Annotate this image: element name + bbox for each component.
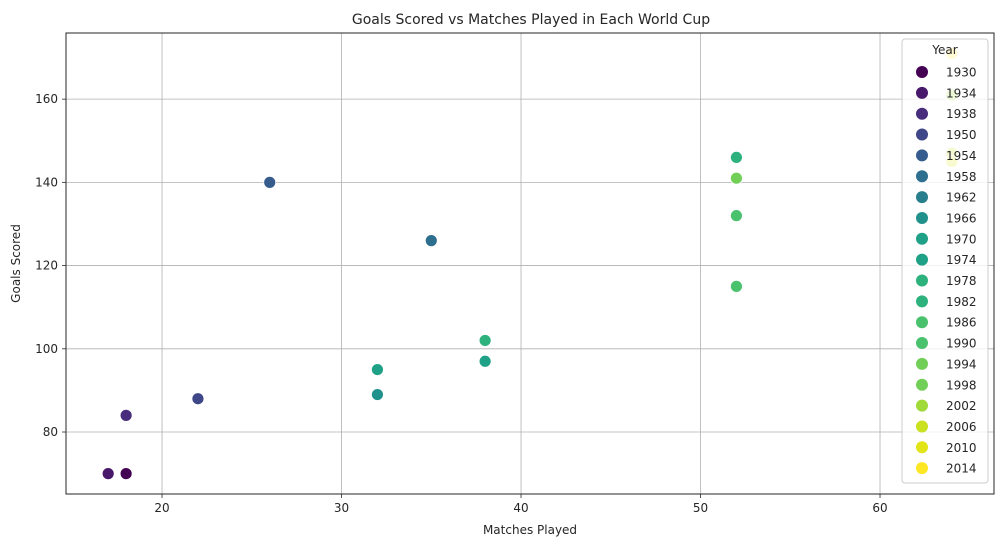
legend-label-1994: 1994 — [946, 357, 977, 371]
y-tick-label: 140 — [35, 175, 58, 189]
legend-label-1990: 1990 — [946, 337, 977, 351]
y-tick-label: 120 — [35, 259, 58, 273]
legend-marker-1982 — [916, 295, 928, 308]
legend-label-1986: 1986 — [946, 316, 977, 330]
legend-marker-1966 — [916, 211, 928, 224]
y-axis-ticks: 80 100 120 140 160 — [35, 92, 66, 439]
data-point-1958 — [424, 234, 438, 248]
legend-label-1982: 1982 — [946, 295, 977, 309]
legend-marker-1950 — [916, 128, 928, 141]
x-tick-label: 20 — [154, 501, 169, 515]
legend-marker-1978 — [916, 274, 928, 287]
legend-marker-1954 — [916, 149, 928, 162]
data-points — [101, 46, 959, 481]
legend-marker-2014 — [916, 462, 928, 475]
legend-marker-1930 — [916, 66, 928, 78]
legend-label-1958: 1958 — [946, 170, 977, 184]
y-tick-label: 80 — [43, 425, 58, 439]
legend-marker-2002 — [916, 399, 928, 412]
x-tick-label: 30 — [334, 501, 349, 515]
data-point-1974 — [478, 354, 492, 368]
chart-title: Goals Scored vs Matches Played in Each W… — [352, 12, 710, 28]
data-point-1954 — [263, 175, 277, 189]
legend-marker-1958 — [916, 170, 928, 183]
x-axis-ticks: 20 30 40 50 60 — [154, 494, 888, 515]
legend-marker-1974 — [916, 253, 928, 266]
legend-label-1930: 1930 — [946, 66, 977, 80]
legend-marker-1962 — [916, 191, 928, 204]
x-tick-label: 60 — [872, 501, 887, 515]
y-tick-label: 100 — [35, 342, 58, 356]
legend-marker-1998 — [916, 378, 928, 391]
legend-label-2006: 2006 — [946, 420, 977, 434]
legend-label-1954: 1954 — [946, 149, 977, 163]
legend-label-2014: 2014 — [946, 462, 977, 476]
legend-label-1962: 1962 — [946, 191, 977, 205]
legend-title: Year — [931, 43, 957, 57]
legend-label-1970: 1970 — [946, 232, 977, 246]
data-point-1990 — [730, 279, 743, 293]
legend-label-1978: 1978 — [946, 274, 977, 288]
legend-label-1938: 1938 — [946, 107, 977, 121]
legend-label-2002: 2002 — [946, 399, 977, 413]
data-point-1938 — [119, 408, 133, 422]
legend: Year 1930 1934 1938 1950 1954 1958 1962 1966 197… — [901, 38, 989, 484]
legend-marker-1970 — [916, 232, 928, 245]
x-tick-label: 50 — [693, 501, 708, 515]
legend-marker-2010 — [916, 441, 928, 454]
data-point-1950 — [191, 392, 205, 406]
legend-label-1950: 1950 — [946, 128, 977, 142]
data-point-1978 — [478, 334, 492, 347]
data-point-1966 — [371, 388, 384, 401]
data-point-1930 — [119, 467, 133, 481]
legend-marker-1986 — [916, 316, 928, 329]
data-point-1986 — [730, 209, 743, 223]
legend-label-1998: 1998 — [946, 378, 977, 392]
data-point-1994 — [730, 171, 743, 185]
legend-marker-2006 — [916, 420, 928, 433]
x-axis-title: Matches Played — [483, 523, 577, 537]
legend-label-1966: 1966 — [946, 211, 977, 225]
data-point-1934 — [101, 467, 115, 481]
data-point-1982 — [730, 151, 743, 164]
legend-label-1934: 1934 — [946, 86, 977, 100]
plot-frame — [65, 32, 995, 495]
legend-label-1974: 1974 — [946, 253, 977, 267]
grid-lines — [66, 33, 994, 494]
legend-marker-1990 — [916, 337, 928, 350]
legend-marker-1934 — [916, 86, 928, 99]
data-point-1970 — [371, 363, 384, 376]
x-tick-label: 40 — [513, 501, 528, 515]
legend-marker-1938 — [916, 107, 928, 120]
y-tick-label: 160 — [35, 92, 58, 106]
y-axis-title: Goals Scored — [9, 224, 23, 303]
legend-label-2010: 2010 — [946, 441, 977, 455]
legend-marker-1994 — [916, 357, 928, 370]
